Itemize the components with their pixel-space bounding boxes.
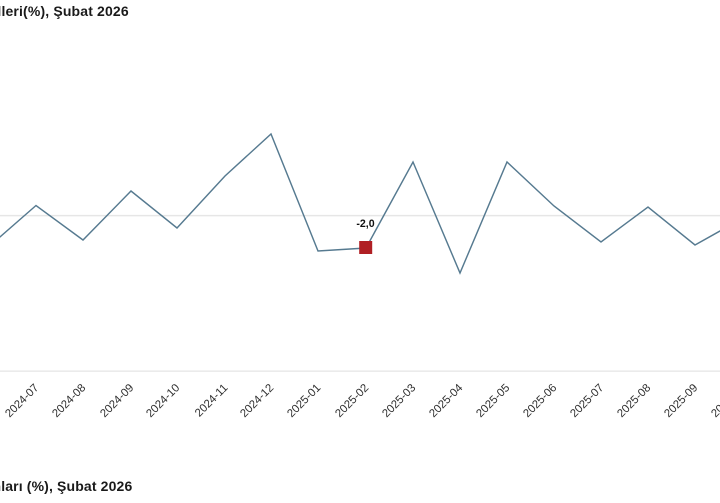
svg-text:-2,0: -2,0 [356, 218, 374, 230]
